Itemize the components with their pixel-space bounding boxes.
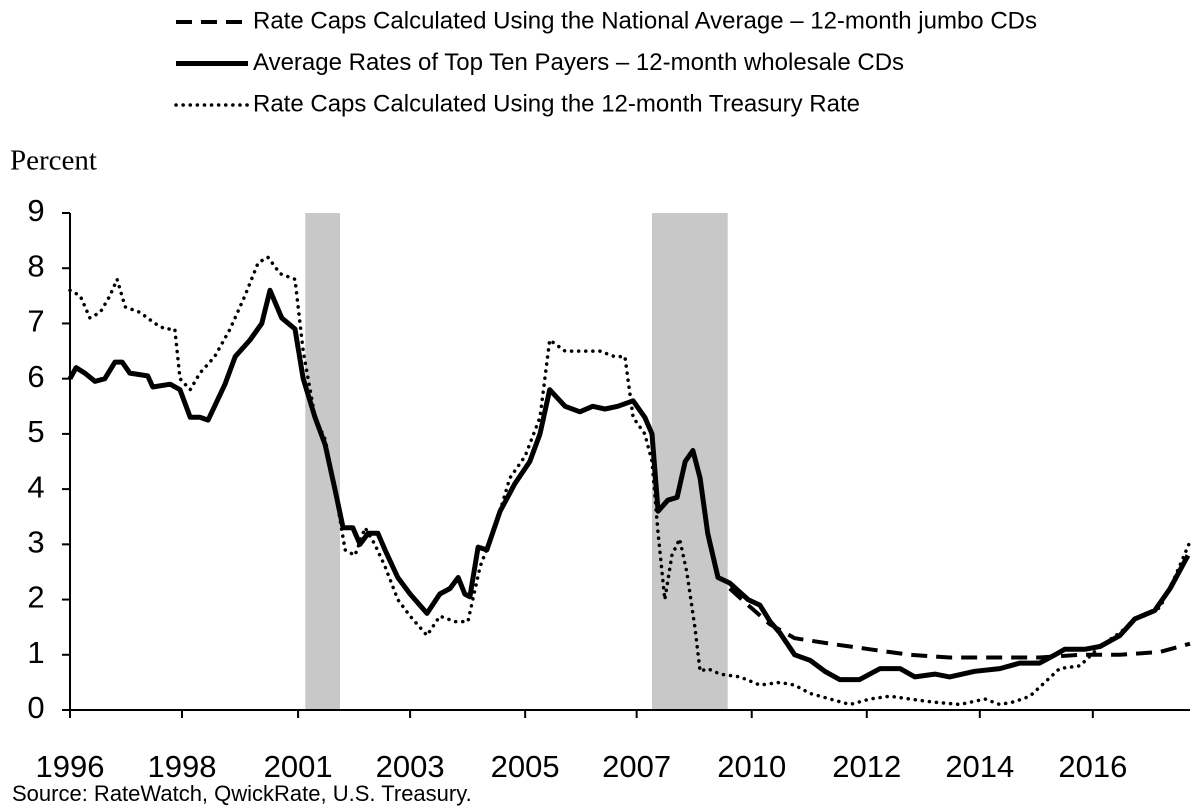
y-tick-label: 2 — [27, 580, 44, 615]
y-tick-label: 1 — [27, 635, 44, 670]
legend-label: Average Rates of Top Ten Payers – 12-mon… — [253, 49, 904, 76]
series-line — [67, 287, 1191, 683]
legend-label: Rate Caps Calculated Using the 12-month … — [253, 90, 860, 117]
y-tick-label: 7 — [27, 304, 44, 339]
recession-band — [651, 213, 728, 710]
x-tick-label: 2010 — [717, 749, 786, 784]
y-tick-label: 9 — [27, 193, 44, 228]
x-tick-label: 1998 — [148, 749, 217, 784]
y-tick-label: 3 — [27, 525, 44, 560]
x-tick-label: 2001 — [264, 749, 333, 784]
x-tick-label: 2003 — [376, 749, 445, 784]
recession-band — [305, 213, 341, 710]
x-tick-label: 2005 — [491, 749, 560, 784]
y-tick-label: 4 — [27, 469, 44, 504]
y-tick-label: 0 — [27, 690, 44, 725]
source-note: Source: RateWatch, QwickRate, U.S. Treas… — [12, 781, 472, 806]
legend-label: Rate Caps Calculated Using the National … — [253, 7, 1037, 34]
x-tick-label: 2012 — [832, 749, 901, 784]
y-tick-label: 8 — [27, 248, 44, 283]
x-tick-label: 1996 — [36, 749, 105, 784]
series-line — [68, 255, 1192, 707]
y-axis-label: Percent — [10, 145, 97, 177]
y-tick-label: 6 — [27, 359, 44, 394]
x-tick-label: 2014 — [945, 749, 1014, 784]
series-line — [728, 587, 1191, 660]
x-tick-label: 2016 — [1058, 749, 1127, 784]
y-tick-label: 5 — [27, 414, 44, 449]
x-tick-label: 2007 — [602, 749, 671, 784]
